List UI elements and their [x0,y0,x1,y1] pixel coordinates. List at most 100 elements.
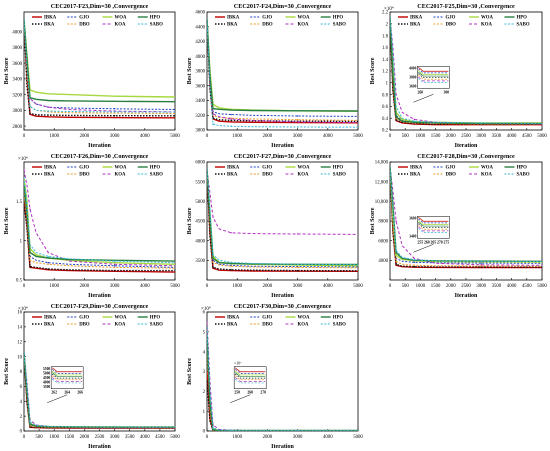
data-point [296,266,299,269]
legend-label-gjo: GJO [79,166,89,171]
x-tick-label: 3500 [125,435,135,440]
axis-exponent: ×10⁴ [18,306,28,312]
x-tick-label: 1500 [65,435,75,440]
legend-label-woa: WOA [115,16,128,21]
data-point [24,19,25,21]
x-tick-label: 1500 [431,134,441,139]
series-group [207,321,358,431]
data-point [296,233,299,235]
legend-label-koa: KOA [115,323,126,328]
y-tick-label: 6000 [195,161,205,166]
inset-x-tick-label: 250 [234,391,240,395]
legend-label-ibka: IBKA [44,16,57,21]
data-point [47,106,49,108]
y-tick-label: 2800 [12,125,22,130]
data-point [24,177,25,179]
inset-frame [417,66,450,89]
legend-label-ibka: IBKA [410,166,423,171]
x-tick-label: 4000 [507,134,517,139]
y-tick-label: 0.8 [382,93,389,98]
legend-label-bka: BKA [410,173,421,178]
legend-label-gjo: GJO [79,316,89,321]
data-point [212,429,214,431]
legend-label-koa: KOA [298,173,309,178]
data-point [113,100,116,102]
data-point [230,119,232,122]
inset-y-tick-label: 3600 [409,85,416,89]
x-tick-label: 2500 [461,134,471,139]
legend-label-woa: WOA [298,16,311,21]
legend-label-bka: BKA [227,173,238,178]
data-point [480,262,482,264]
legend-label-bka: BKA [227,323,238,328]
inset-x-tick-label: 260 [247,391,253,395]
legend-label-woa: WOA [298,316,311,321]
legend-label-woa: WOA [481,16,494,21]
data-point [47,257,49,259]
data-point [113,95,116,97]
legend-label-woa: WOA [298,166,311,171]
data-point [413,257,416,260]
axis-exponent: ×10⁹ [201,306,211,312]
inset-line-bka [234,373,266,379]
data-point [480,265,482,267]
series-line-bka [207,169,358,272]
series-line-hpo [207,19,358,112]
x-tick-label: 2000 [446,134,456,139]
panel-f27: CEC2017-F27,Dim=30 ,Convergence 0 1000 2000… [183,150,366,300]
inset-arrow [47,394,68,403]
x-tick-label: 0 [23,284,26,289]
y-tick-label: 6000 [378,239,388,244]
inset-x-tick-label: 270 [260,391,266,395]
x-axis-label: Iteration [455,293,478,299]
y-tick-label: 2.2 [382,11,389,16]
x-tick-label: 5000 [170,284,180,289]
x-tick-label: 3000 [476,134,486,139]
x-tick-label: 500 [402,134,410,139]
data-point [480,260,482,263]
y-tick-label: 0.6 [382,105,389,110]
data-point [47,251,49,254]
chart-title: CEC2017-F24,Dim=30 ,Convergence [234,3,332,10]
x-tick-label: 4000 [323,284,333,289]
data-point [47,114,49,116]
y-tick-label: 3200 [195,114,205,119]
data-point [47,99,49,102]
chart-title: CEC2017-F26,Dim=30 ,Convergence [51,153,149,160]
data-point [47,255,49,258]
data-point [395,105,397,108]
y-tick-label: 1 [203,410,206,415]
x-tick-label: 2500 [95,435,105,440]
legend-label-koa: KOA [298,323,309,328]
data-point [207,327,208,329]
x-axis-label: Iteration [271,293,294,299]
legend-label-sabo: SABO [517,173,530,178]
inset-y-tick-label: 3400 [409,235,416,239]
axis-exponent: ×10⁴ [384,6,394,12]
inset-line-hpo [418,221,449,227]
legend-label-gjo: GJO [262,16,272,21]
inset-y-tick-label: 3600 [409,217,416,221]
y-tick-label: 3 [203,370,206,375]
data-point [230,118,232,120]
data-point [212,257,214,260]
x-tick-label: 4000 [323,134,333,139]
y-tick-label: 3500 [195,259,205,264]
data-point [390,17,391,19]
inset-line-koa [418,76,449,82]
y-tick-label: 5000 [195,200,205,205]
x-tick-label: 2000 [80,134,90,139]
series-line-bka [207,19,358,123]
y-tick-label: 12 [17,340,22,345]
legend-label-bka: BKA [227,23,238,28]
legend-label-bka: BKA [410,23,421,28]
x-tick-label: 1000 [49,435,59,440]
legend: IBKA GJO WOA HPO BKA DBO KOA SABO [32,166,163,178]
y-tick-label: 14,000 [375,161,389,166]
legend-label-ibka: IBKA [44,316,57,321]
data-point [296,115,299,117]
data-point [29,423,31,426]
chart-title: CEC2017-F25,Dim=30 ,Convergence [417,3,515,10]
data-point [207,380,208,383]
